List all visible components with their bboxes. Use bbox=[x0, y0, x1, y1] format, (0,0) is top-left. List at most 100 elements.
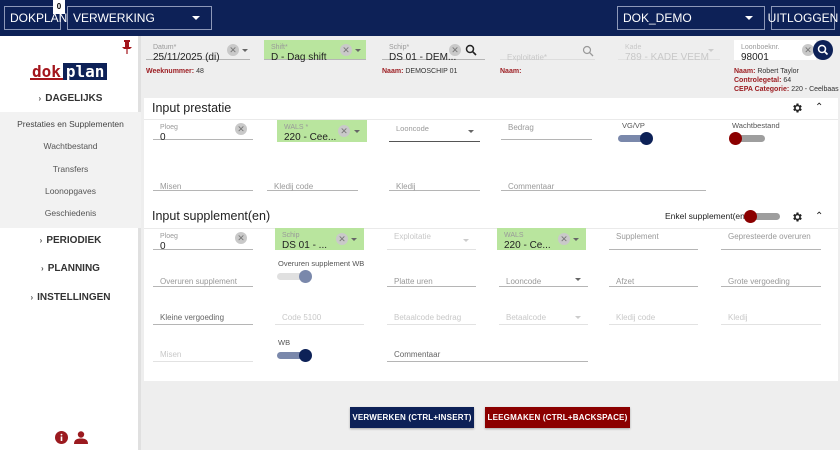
sidebar: dok plan › DAGELIJKS Prestaties en Supple… bbox=[0, 36, 141, 450]
looncode-label: Looncode bbox=[396, 124, 429, 133]
collapse-icon[interactable]: ⌃ bbox=[815, 102, 824, 113]
schip-naam-info: Naam: DEMOSCHIP 01 bbox=[382, 68, 457, 75]
chevron-down-icon[interactable] bbox=[354, 130, 360, 133]
leegmaken-button[interactable]: LEEGMAKEN (CTRL+BACKSPACE) bbox=[485, 407, 630, 428]
overuren-wb-toggle[interactable] bbox=[275, 270, 313, 284]
chevron-down-icon bbox=[192, 16, 200, 20]
clear-icon[interactable]: ✕ bbox=[338, 125, 350, 137]
supplement-grote-vergoeding-field[interactable]: Grote vergoeding bbox=[721, 264, 821, 287]
chevron-down-icon[interactable] bbox=[575, 278, 581, 281]
ploeg-value: 0 bbox=[160, 132, 166, 143]
search-icon[interactable] bbox=[465, 44, 477, 56]
kledij-label: Kledij bbox=[396, 182, 416, 191]
chevron-down-icon[interactable] bbox=[573, 238, 579, 241]
supplement-gepresteerde-overuren-field[interactable]: Gepresteerde overuren bbox=[721, 229, 821, 250]
schip-label: Schip bbox=[282, 232, 300, 239]
toggle-knob bbox=[299, 349, 312, 362]
verwerken-button[interactable]: VERWERKEN (CTRL+INSERT) bbox=[350, 407, 474, 428]
top-bar: DOKPLAN 0 VERWERKING DOK_DEMO UITLOGGEN bbox=[0, 0, 840, 36]
wb-toggle[interactable] bbox=[275, 349, 313, 363]
exploitatie-field[interactable]: Exploitatie* bbox=[500, 40, 595, 62]
sidebar-section-planning[interactable]: › PLANNING bbox=[0, 263, 141, 274]
gear-icon[interactable] bbox=[791, 102, 803, 114]
wachtbestand-toggle[interactable] bbox=[729, 132, 767, 146]
kledij-code-label: Kledij code bbox=[616, 313, 656, 322]
prestatie-misen-field[interactable]: Misen bbox=[153, 169, 253, 191]
chevron-down-icon[interactable] bbox=[355, 49, 361, 52]
datum-field[interactable]: Datum* 25/11/2025 (di) ✕ bbox=[146, 40, 250, 63]
chevron-down-icon[interactable] bbox=[468, 130, 474, 133]
weeknummer-value: 48 bbox=[196, 68, 204, 75]
clear-icon[interactable]: ✕ bbox=[802, 44, 814, 56]
exploitatie-label: Exploitatie bbox=[394, 232, 431, 241]
environment-select[interactable]: DOK_DEMO bbox=[617, 6, 765, 30]
toggle-knob bbox=[744, 210, 757, 223]
supplement-afzet-field[interactable]: Afzet bbox=[609, 264, 698, 287]
sidebar-section-instellingen[interactable]: › INSTELLINGEN bbox=[0, 292, 141, 303]
sidebar-item-wachtbestand[interactable]: Wachtbestand bbox=[43, 141, 98, 151]
prestatie-bedrag-field[interactable]: Bedrag bbox=[501, 120, 592, 140]
supplement-looncode-field[interactable]: Looncode bbox=[499, 264, 588, 287]
prestatie-kledij-field[interactable]: Kledij bbox=[389, 169, 480, 191]
prestatie-ploeg-field[interactable]: Ploeg 0 ✕ bbox=[153, 120, 253, 143]
sidebar-item-loonopgaves[interactable]: Loonopgaves bbox=[44, 186, 97, 196]
supplement-kledij-field: Kledij bbox=[721, 300, 821, 325]
info-icon[interactable] bbox=[55, 431, 68, 444]
enkel-supplement-toggle[interactable] bbox=[744, 210, 782, 224]
search-icon[interactable] bbox=[582, 45, 594, 57]
supplement-commentaar-field[interactable]: Commentaar bbox=[387, 337, 588, 362]
supplement-supplement-field[interactable]: Supplement bbox=[609, 229, 698, 250]
supplement-ploeg-field[interactable]: Ploeg 0 ✕ bbox=[153, 229, 253, 252]
dokplan-button[interactable]: DOKPLAN bbox=[4, 6, 67, 30]
supplement-overuren-field[interactable]: Overuren supplement bbox=[153, 264, 253, 287]
prestatie-kledij-code-field[interactable]: Kledij code bbox=[267, 169, 358, 191]
sidebar-item-prestaties[interactable]: Prestaties en Supplementen bbox=[17, 119, 124, 129]
supplement-schip-field[interactable]: Schip DS 01 - ... ✕ bbox=[275, 228, 364, 251]
ploeg-label: Ploeg bbox=[160, 124, 178, 131]
toggle-track bbox=[277, 273, 309, 280]
sidebar-item-transfers[interactable]: Transfers bbox=[52, 164, 89, 174]
datum-value: 25/11/2025 (di) bbox=[153, 52, 220, 63]
schip-field[interactable]: Schip* DS 01 - DEM... ✕ bbox=[382, 40, 485, 63]
overuren-wb-label: Overuren supplement WB bbox=[278, 259, 365, 268]
enkel-supplement-label: Enkel supplement(en) bbox=[665, 211, 748, 221]
pin-icon[interactable] bbox=[122, 40, 132, 54]
supplement-platte-uren-field[interactable]: Platte uren bbox=[387, 264, 476, 287]
toggle-knob bbox=[640, 132, 653, 145]
supplement-exploitatie-field: Exploitatie bbox=[387, 229, 476, 250]
clear-icon[interactable]: ✕ bbox=[235, 123, 247, 135]
chevron-right-icon: › bbox=[39, 236, 43, 245]
clear-icon[interactable]: ✕ bbox=[227, 44, 239, 56]
user-icon[interactable] bbox=[74, 431, 88, 444]
collapse-icon[interactable]: ⌃ bbox=[815, 211, 824, 222]
clear-icon[interactable]: ✕ bbox=[449, 44, 461, 56]
loonboeknr-field[interactable]: Loonboeknr. 98001 ✕ bbox=[734, 40, 816, 63]
prestatie-wals-field[interactable]: WALS * 220 - Cee... ✕ bbox=[277, 120, 367, 143]
dokplan-logo: dok plan bbox=[30, 63, 108, 80]
prestatie-looncode-field[interactable]: Looncode bbox=[389, 120, 480, 142]
sidebar-section-dagelijks[interactable]: › DAGELIJKS bbox=[0, 93, 141, 104]
ploeg-value: 0 bbox=[160, 241, 166, 252]
clear-icon[interactable]: ✕ bbox=[340, 44, 352, 56]
clear-icon[interactable]: ✕ bbox=[235, 232, 247, 244]
prestatie-commentaar-field[interactable]: Commentaar bbox=[501, 169, 706, 191]
chevron-down-icon[interactable] bbox=[242, 49, 248, 52]
supplement-title: Input supplement(en) bbox=[152, 209, 271, 223]
sidebar-item-geschiedenis[interactable]: Geschiedenis bbox=[44, 208, 97, 218]
gear-icon[interactable] bbox=[791, 211, 803, 223]
chevron-down-icon[interactable] bbox=[351, 238, 357, 241]
chevron-right-icon: › bbox=[30, 293, 34, 302]
sidebar-section-periodiek[interactable]: › PERIODIEK bbox=[0, 235, 141, 246]
clear-icon[interactable]: ✕ bbox=[558, 233, 570, 245]
toggle-knob bbox=[729, 132, 742, 145]
vgvp-label: VG/VP bbox=[622, 121, 645, 130]
logout-button[interactable]: UITLOGGEN bbox=[768, 6, 838, 30]
vgvp-toggle[interactable] bbox=[616, 132, 654, 146]
divider bbox=[144, 228, 838, 229]
search-employee-button[interactable] bbox=[813, 40, 833, 60]
supplement-kleine-vergoeding-field[interactable]: Kleine vergoeding bbox=[153, 300, 253, 325]
supplement-wals-field[interactable]: WALS 220 - Ce... ✕ bbox=[497, 228, 586, 251]
shift-field[interactable]: Shift* D - Dag shift ✕ bbox=[264, 40, 366, 63]
clear-icon[interactable]: ✕ bbox=[336, 233, 348, 245]
module-select[interactable]: VERWERKING bbox=[67, 6, 212, 30]
